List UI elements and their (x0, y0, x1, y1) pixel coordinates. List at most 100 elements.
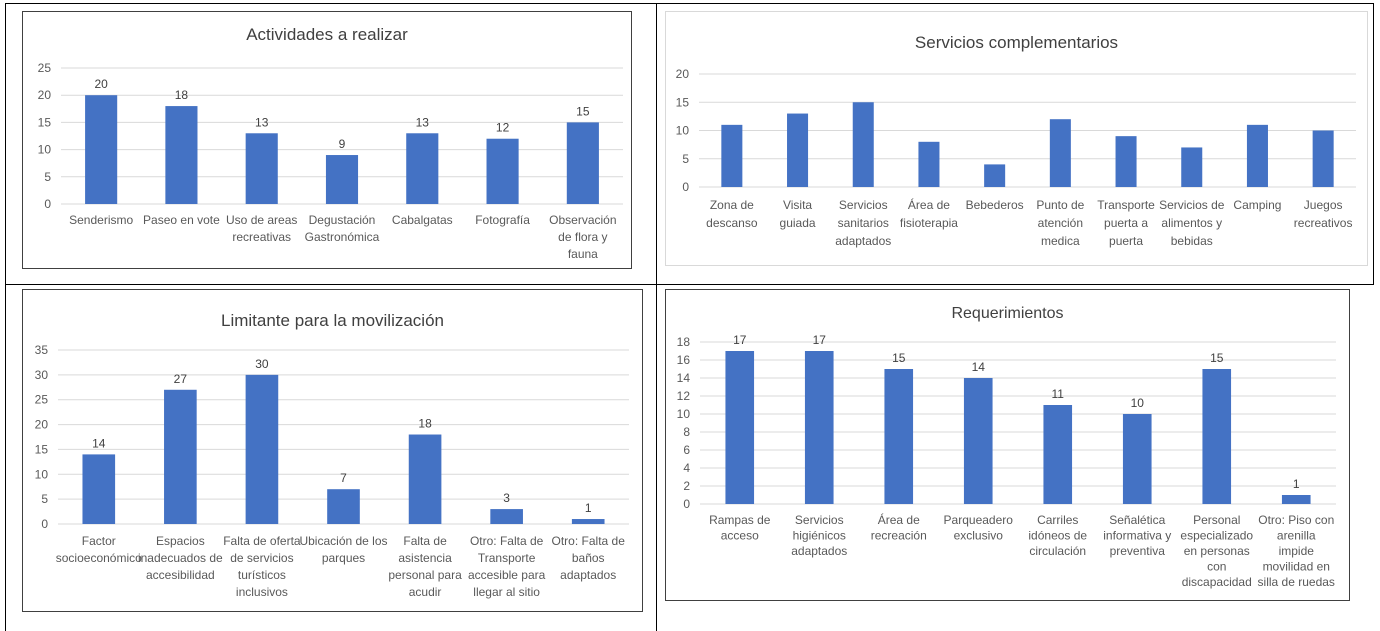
bar (1246, 124, 1268, 187)
category-label: Punto de atención medica (1036, 198, 1084, 248)
table-border-left (5, 3, 6, 631)
y-tick-label: 18 (677, 335, 691, 349)
category-label-line: Zona de (710, 198, 754, 212)
category-label: Área de fisioterapia (900, 197, 958, 230)
data-label: 14 (972, 360, 986, 374)
category-label-line: Espacios (156, 534, 205, 548)
data-label: 17 (733, 333, 747, 347)
category-label-line: Otro: Falta de (470, 534, 544, 548)
bar (571, 519, 605, 524)
category-label-line: inadecuados de (138, 551, 223, 565)
category-label-line: Rampas de (709, 513, 771, 527)
category-label-line: turísticos (238, 568, 286, 582)
chart-limitante-svg: Limitante para la movilización 0 5 10 15 20 25… (35, 311, 629, 599)
category-label: Paseo en vote (143, 213, 220, 227)
category-label-line: exclusivo (954, 529, 1004, 543)
data-label: 27 (174, 372, 188, 386)
category-label-line: silla de ruedas (1258, 575, 1335, 589)
y-tick-label: 0 (44, 197, 51, 211)
category-label-line: accesible para (468, 568, 546, 582)
bar (406, 133, 439, 204)
bar (245, 374, 279, 524)
chart-actividades-panel: Actividades a realizar 0 5 10 15 20 25 20 Sender… (22, 11, 632, 269)
category-label-line: de flora y (558, 230, 607, 244)
category-label: Bebederos (966, 198, 1024, 212)
category-label-line: recreación (871, 529, 927, 543)
y-tick-label: 6 (683, 443, 690, 457)
bar (82, 454, 116, 524)
chart-servicios-panel: Servicios complementarios 0 5 10 15 20 Zona de… (665, 11, 1368, 266)
category-label-line: bebidas (1171, 234, 1213, 248)
y-tick-label: 20 (676, 67, 690, 81)
category-label-line: Otro: Piso con (1258, 513, 1334, 527)
data-label: 13 (255, 115, 269, 129)
y-tick-label: 0 (683, 497, 690, 511)
category-label-line: preventiva (1110, 544, 1166, 558)
table-border-right (1373, 3, 1374, 285)
category-label: Servicios higiénicos adaptados (791, 513, 847, 558)
chart-limitante-panel: Limitante para la movilización 0 5 10 15 20 25… (22, 289, 643, 612)
data-label: 15 (892, 351, 906, 365)
category-label-line: accesibilidad (146, 568, 215, 582)
table-border-top (5, 3, 1374, 4)
y-tick-label: 10 (35, 467, 49, 481)
category-label: Rampas de acceso (709, 513, 771, 543)
bar (804, 351, 834, 504)
category-label-line: Cabalgatas (392, 213, 453, 227)
bar (486, 138, 519, 204)
category-label-line: Gastronómica (305, 230, 380, 244)
bar (852, 102, 874, 187)
data-label: 30 (255, 357, 269, 371)
category-label-line: puerta a (1104, 216, 1148, 230)
category-label: Factor socioeconómico (56, 534, 142, 565)
chart-servicios-svg: Servicios complementarios 0 5 10 15 20 Zona de… (676, 33, 1356, 248)
table-border-middle (656, 3, 657, 631)
category-label-line: atención (1038, 216, 1083, 230)
bar (1312, 130, 1334, 187)
category-label-line: Observación (549, 213, 616, 227)
y-tick-label: 15 (676, 95, 690, 109)
chart-title-actividades: Actividades a realizar (246, 25, 408, 44)
y-tick-label: 10 (38, 143, 52, 157)
data-label: 12 (496, 121, 510, 135)
data-label: 7 (340, 471, 347, 485)
category-label: Juegos recreativos (1294, 198, 1353, 230)
bar (165, 106, 198, 204)
category-label-line: Falta de oferta (223, 534, 301, 548)
category-label-line: acudir (409, 585, 442, 599)
data-label: 14 (92, 436, 106, 450)
category-label-line: socioeconómico (56, 551, 142, 565)
category-label-line: impide (1279, 544, 1315, 558)
category-label: Observación de flora y fauna (549, 213, 616, 261)
chart-requerimientos-svg: Requerimientos 0 2 4 6 8 10 12 14 16 18 17 Rampas de… (677, 305, 1336, 589)
category-label-line: parques (322, 551, 365, 565)
bar (1122, 414, 1152, 504)
bar (490, 509, 523, 524)
category-label-line: arenilla (1277, 529, 1316, 543)
category-label: Transporte puerta a puerta (1097, 198, 1155, 248)
category-label-line: Fotografía (475, 213, 530, 227)
category-label: Señalética informativa y preventiva (1103, 513, 1171, 558)
y-tick-label: 25 (38, 61, 52, 75)
category-label-line: Factor (82, 534, 116, 548)
category-label-line: Falta de (403, 534, 447, 548)
bar (725, 351, 755, 504)
category-label-line: medica (1041, 234, 1080, 248)
bar (963, 378, 993, 504)
category-label-line: adaptados (560, 568, 616, 582)
category-label-line: especializado (1180, 529, 1253, 543)
bar (325, 155, 359, 204)
category-label-line: recreativas (232, 230, 291, 244)
bar (566, 122, 599, 204)
category-label-line: de servicios (230, 551, 293, 565)
category-label: Falta de oferta de servicios turísticos inc… (223, 534, 301, 599)
y-tick-label: 14 (677, 371, 691, 385)
category-label: Falta de asistencia personal para acudir (388, 534, 462, 599)
category-label-line: higiénicos (793, 529, 846, 543)
chart-title-requerimientos: Requerimientos (951, 305, 1063, 322)
data-label: 1 (585, 501, 592, 515)
category-label: Otro: Falta de Transporte accesible para ll… (468, 534, 546, 599)
category-label-line: personal para (388, 568, 462, 582)
y-tick-label: 12 (677, 389, 691, 403)
bar (787, 113, 809, 187)
